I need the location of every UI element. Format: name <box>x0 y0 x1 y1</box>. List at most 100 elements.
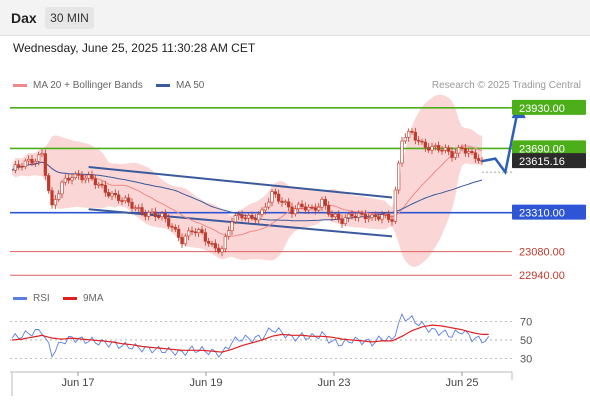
candle-body <box>273 191 277 195</box>
toolbar: Dax 30 MIN <box>0 0 590 36</box>
level-label-bg-2 <box>512 153 586 169</box>
candle-body <box>337 213 341 220</box>
candle-body <box>80 175 84 181</box>
candle-body <box>343 217 347 224</box>
x-tick-label: Jun 23 <box>317 377 350 389</box>
candle-body <box>223 236 227 250</box>
candle-body <box>397 162 401 191</box>
x-tick-label: Jun 25 <box>445 377 478 389</box>
candle-body <box>370 214 374 218</box>
candle-body <box>317 206 321 211</box>
level-label-bg-1 <box>512 140 586 156</box>
candle-body <box>303 206 307 211</box>
candle-body <box>77 173 81 176</box>
candle-body <box>443 147 447 151</box>
candle-body <box>140 207 144 214</box>
candle-body <box>37 154 41 162</box>
candle-body <box>253 218 257 221</box>
candle-body <box>33 161 37 164</box>
candle-body <box>357 213 361 218</box>
candle-body <box>217 247 221 253</box>
candle-body <box>230 221 234 231</box>
candle-body <box>123 197 127 202</box>
candle-body <box>203 232 207 242</box>
candle-body <box>117 194 121 201</box>
candle-body <box>47 175 51 191</box>
candle-body <box>247 215 251 219</box>
candle-body <box>137 207 141 209</box>
candle-body <box>97 183 101 186</box>
candle-body <box>377 216 381 220</box>
candle-body <box>83 177 87 181</box>
rsi-tick-30: 30 <box>520 354 532 366</box>
candle-body <box>40 153 44 156</box>
candle-body <box>87 174 91 179</box>
candle-body <box>240 214 244 219</box>
legend-9ma: 9MA <box>63 293 104 304</box>
forecast-arrow <box>481 105 520 176</box>
candle-body <box>257 214 261 221</box>
channel-line-0 <box>88 166 393 199</box>
candle-body <box>133 207 137 210</box>
candle-body <box>477 158 481 161</box>
candle-body <box>463 147 467 154</box>
candle-body <box>283 201 287 204</box>
candle-body <box>67 177 71 181</box>
candle-body <box>143 213 147 217</box>
rsi-tick-70: 70 <box>520 316 532 328</box>
candle-body <box>197 229 201 234</box>
candle-body <box>450 151 454 158</box>
candle-body <box>150 211 154 214</box>
candle-body <box>467 151 471 154</box>
candle-body <box>160 213 164 218</box>
level-label-bg-3 <box>512 204 586 220</box>
candle-body <box>330 213 334 218</box>
candle-body <box>183 235 187 245</box>
candle-body <box>430 146 434 151</box>
candle-body <box>380 214 384 220</box>
candle-body <box>27 158 31 162</box>
candle-body <box>413 131 417 141</box>
candle-body <box>190 230 194 233</box>
candle-body <box>453 152 457 158</box>
candle-body <box>43 153 47 176</box>
legend-swatch-9ma <box>63 297 77 300</box>
candle-body <box>250 215 254 219</box>
candle-body <box>127 197 131 203</box>
legend-label-ma50: MA 50 <box>176 80 205 91</box>
candle-body <box>237 214 241 217</box>
candle-body <box>130 201 134 209</box>
candle-body <box>407 131 411 138</box>
level-label-bg-0 <box>512 99 586 115</box>
candle-body <box>387 213 391 220</box>
legend-label-9ma: 9MA <box>83 293 104 304</box>
legend-swatch-ma20 <box>13 84 27 87</box>
candle-body <box>410 131 414 133</box>
candle-body <box>20 165 24 168</box>
timeframe-button[interactable]: 30 MIN <box>45 7 94 29</box>
candle-body <box>163 213 167 219</box>
candle-body <box>167 218 171 227</box>
candle-body <box>213 243 217 249</box>
candle-body <box>447 147 451 152</box>
candle-body <box>433 145 437 147</box>
candle-body <box>210 243 214 245</box>
x-tick-label: Jun 17 <box>61 377 94 389</box>
rsi-line-RSI <box>11 312 490 358</box>
candle-body <box>57 193 61 200</box>
candle-body <box>30 158 34 164</box>
candle-body <box>60 181 64 195</box>
candle-body <box>220 248 224 253</box>
candle-body <box>267 201 271 208</box>
candle-body <box>177 228 181 238</box>
candle-body <box>277 193 281 202</box>
level-label-2: 23615.16 <box>519 156 565 168</box>
legend-ma50: MA 50 <box>156 80 204 91</box>
candle-body <box>280 200 284 203</box>
candle-body <box>417 139 421 142</box>
candle-body <box>170 225 174 228</box>
candle-body <box>193 231 197 234</box>
candle-body <box>100 183 104 186</box>
candle-body <box>427 147 431 151</box>
